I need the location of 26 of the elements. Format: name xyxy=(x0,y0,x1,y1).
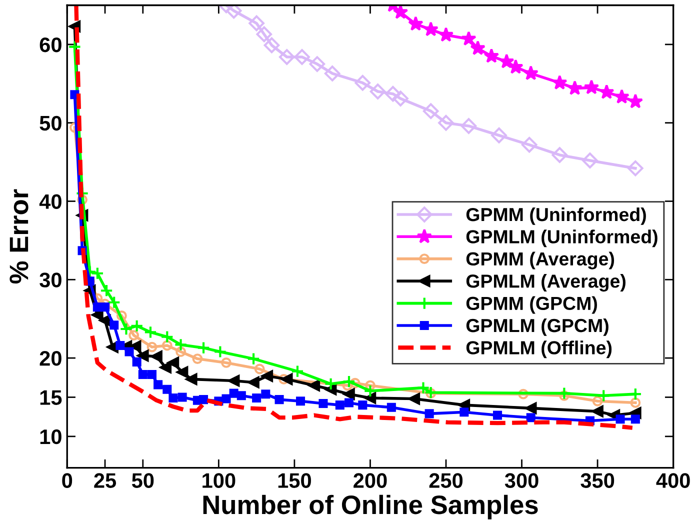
x-axis-title: Number of Online Samples xyxy=(203,494,538,520)
x-tick-label: 100 xyxy=(202,473,236,488)
legend-label: GPMM (Average) xyxy=(466,252,614,270)
x-tick-label: 200 xyxy=(354,473,387,488)
x-tick-label: 250 xyxy=(429,473,463,488)
y-tick-label: 10 xyxy=(40,429,62,444)
legend-label: GPMLM (Uninformed) xyxy=(466,230,658,248)
y-tick-label: 30 xyxy=(40,272,62,288)
legend-label: GPMLM (Offline) xyxy=(466,340,612,358)
legend-label: GPMM (GPCM) xyxy=(466,296,597,314)
y-tick-label: 60 xyxy=(40,37,62,52)
y-tick-label: 40 xyxy=(39,194,62,209)
legend-label: GPMM (Uninformed) xyxy=(466,207,646,225)
legend-label: GPMLM (Average) xyxy=(466,274,626,292)
y-tick-label: 15 xyxy=(40,390,62,405)
x-tick-label: 400 xyxy=(656,473,690,488)
x-tick-label: 50 xyxy=(132,473,154,488)
x-tick-label: 25 xyxy=(94,473,116,488)
x-tick-label: 150 xyxy=(278,473,311,488)
x-tick-label: 300 xyxy=(504,473,538,488)
y-axis-title: % Error xyxy=(10,189,28,284)
y-tick-label: 50 xyxy=(40,116,62,131)
x-tick-label: 0 xyxy=(62,473,72,488)
x-tick-label: 350 xyxy=(580,473,614,488)
y-tick-label: 20 xyxy=(40,351,62,366)
legend-label: GPMLM (GPCM) xyxy=(466,318,608,336)
